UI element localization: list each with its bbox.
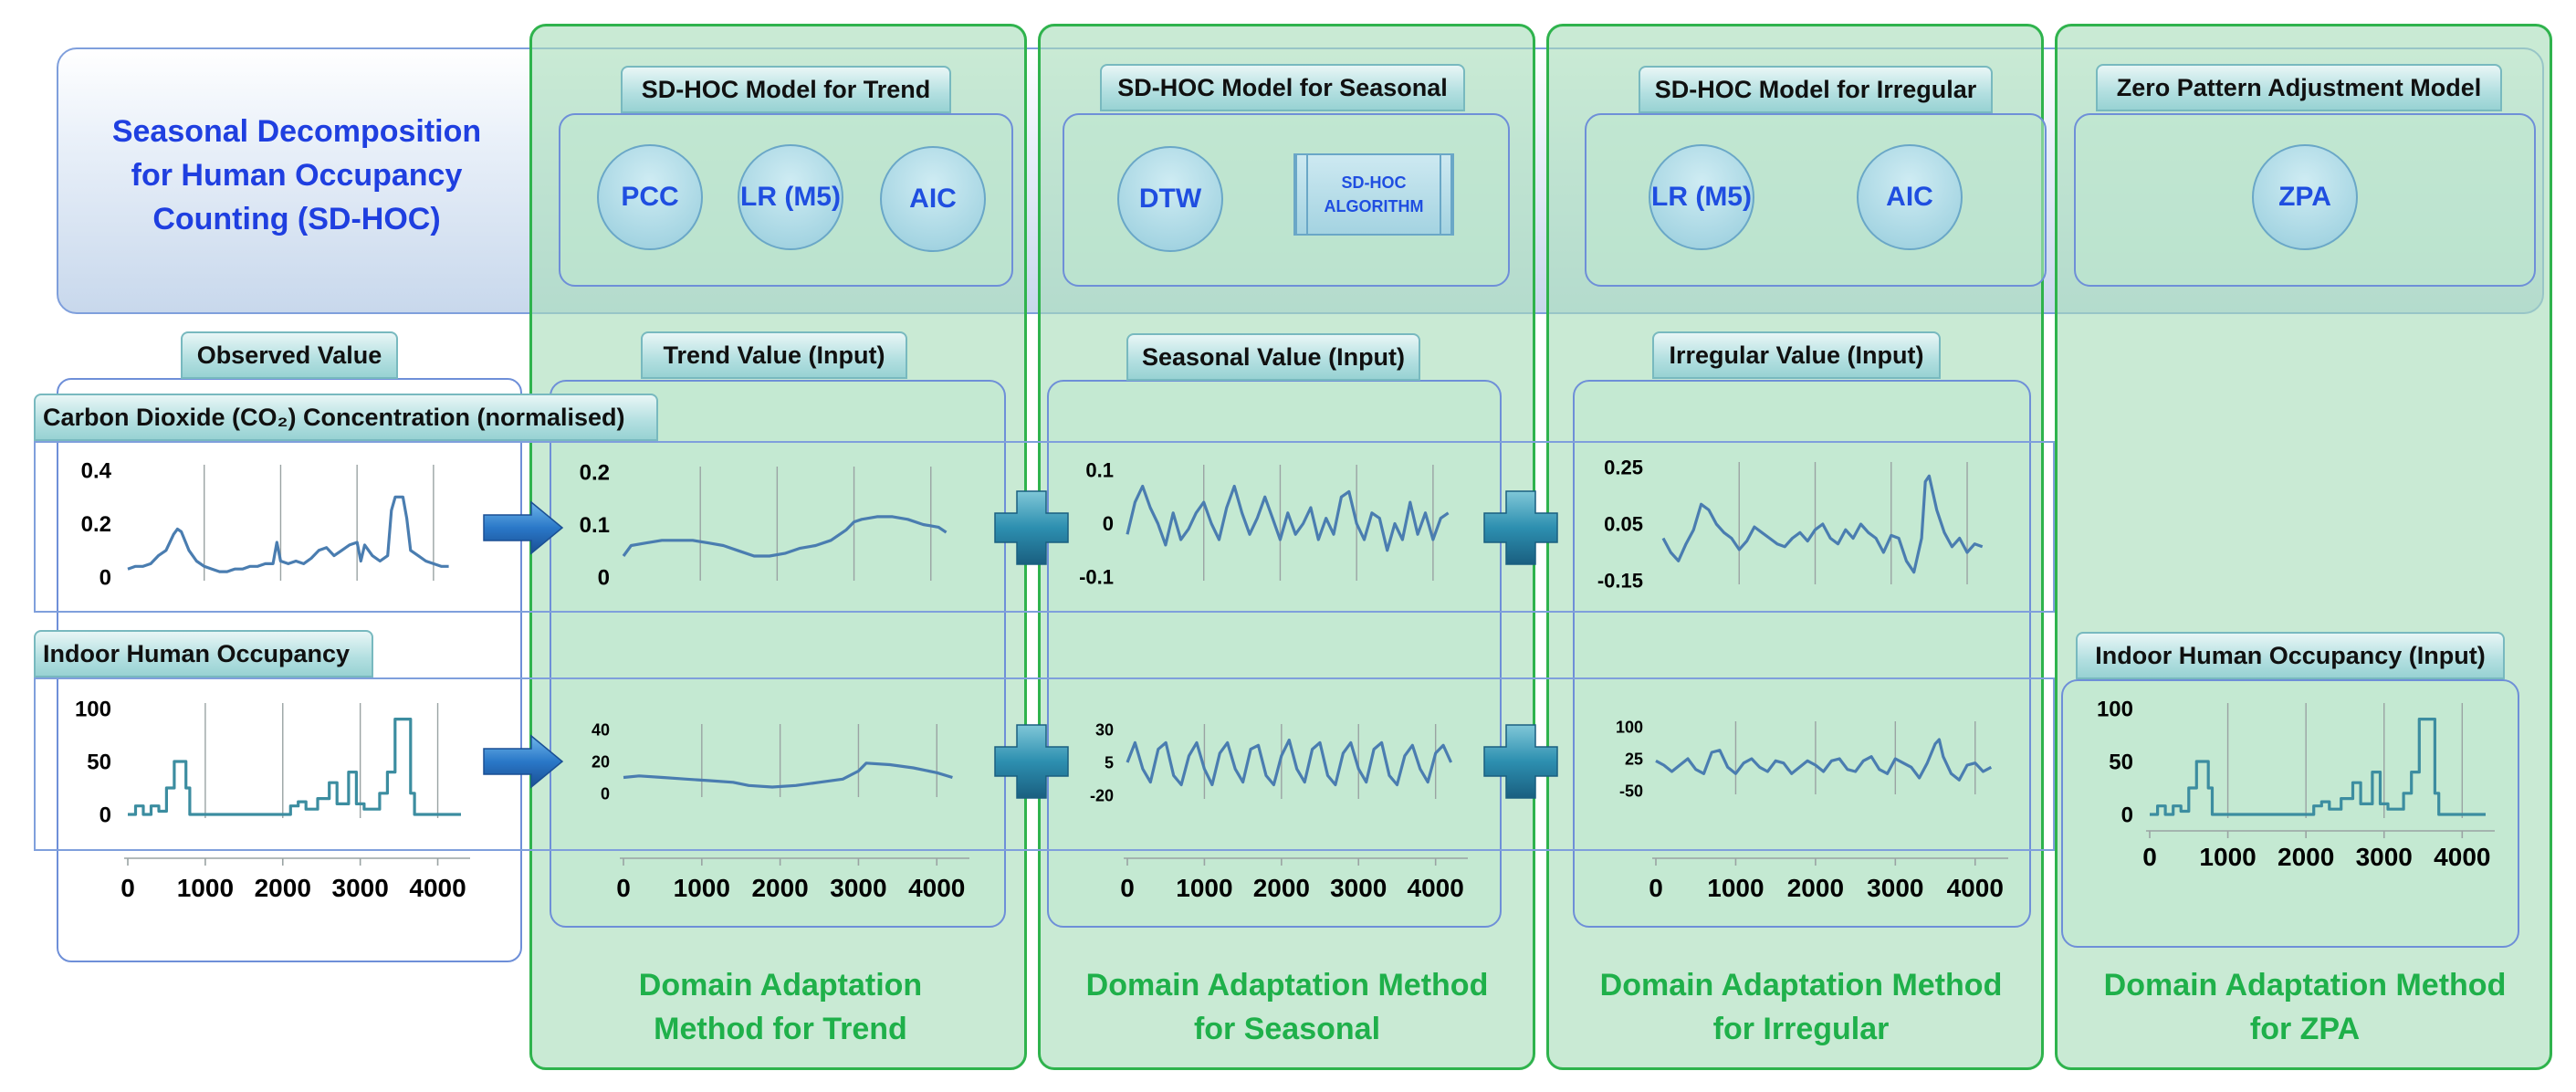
trend-occupancy-xtick-3: 3000 <box>830 874 886 902</box>
zpa-occupancy-xtick-2: 2000 <box>2278 843 2334 871</box>
seasonal-chart-box <box>1047 380 1502 928</box>
irregular-occupancy-ytick-0: 100 <box>1616 718 1643 736</box>
aic-irregular-node: AIC <box>1857 144 1963 250</box>
trend-co2-ytick-1: 0.1 <box>580 513 610 538</box>
arrow-right-icon <box>483 500 564 555</box>
seasonal-occupancy-ytick-0: 30 <box>1095 720 1114 739</box>
sd-hoc-algorithm-node: SD-HOC ALGORITHM <box>1293 153 1454 236</box>
observed-value-label: Observed Value <box>181 331 398 379</box>
seasonal-co2-ytick-1: 0 <box>1103 512 1114 535</box>
zpa-occupancy-xtick-0: 0 <box>2142 843 2157 871</box>
observed-co2-ytick-2: 0 <box>99 565 111 590</box>
trend-occupancy-xtick-2: 2000 <box>751 874 808 902</box>
seasonal-co2-ytick-2: -0.1 <box>1079 566 1114 589</box>
seasonal-value-label: Seasonal Value (Input) <box>1126 333 1420 381</box>
observed-occupancy-ytick-1: 50 <box>87 750 111 774</box>
seasonal-occupancy-series-line <box>1126 738 1453 787</box>
trend-occupancy-ytick-2: 0 <box>601 784 610 803</box>
zpa-occupancy-series-line <box>2150 718 2486 816</box>
irregular-co2-ytick-1: 0.05 <box>1604 513 1643 536</box>
trend-occupancy-xtick-4: 4000 <box>908 874 965 902</box>
arrow-right-icon <box>483 734 564 789</box>
irregular-occupancy-xtick-0: 0 <box>1649 874 1663 902</box>
zpa-input-label: Indoor Human Occupancy (Input) <box>2076 632 2505 679</box>
seasonal-occupancy-ytick-1: 5 <box>1105 753 1114 772</box>
trend-co2-ytick-2: 0 <box>598 565 610 590</box>
plus-icon <box>994 724 1069 799</box>
seasonal-occupancy-xtick-4: 4000 <box>1408 874 1464 902</box>
observed-occupancy-ytick-0: 100 <box>75 697 111 721</box>
lr-m5-trend-node: LR (M5) <box>738 144 843 250</box>
trend-co2-ytick-0: 0.2 <box>580 460 610 485</box>
seasonal-occupancy-xtick-3: 3000 <box>1330 874 1387 902</box>
trend-occupancy-series-line <box>623 761 953 789</box>
zpa-occupancy-xtick-1: 1000 <box>2199 843 2256 871</box>
zpa-node: ZPA <box>2252 144 2358 250</box>
irregular-occupancy-xtick-1: 1000 <box>1707 874 1764 902</box>
irregular-chart-box <box>1573 380 2031 928</box>
co2-row-band <box>34 441 2055 613</box>
irregular-occupancy-xtick-2: 2000 <box>1787 874 1844 902</box>
zpa-occupancy-xtick-4: 4000 <box>2434 843 2490 871</box>
zpa-model-label: Zero Pattern Adjustment Model <box>2096 64 2502 111</box>
trend-occupancy-ytick-0: 40 <box>592 720 610 739</box>
zpa-occupancy-ytick-2: 0 <box>2121 803 2133 827</box>
seasonal-co2-series-line <box>1126 484 1450 552</box>
observed-co2-series-line <box>127 495 449 573</box>
irregular-footer: Domain Adaptation Method for Irregular <box>1599 968 2003 1046</box>
observed-co2-ytick-1: 0.2 <box>81 512 111 537</box>
pcc-node: PCC <box>597 144 703 250</box>
observed-occupancy-series-line <box>128 718 461 816</box>
plus-icon <box>1483 724 1558 799</box>
co2-row-label: Carbon Dioxide (CO₂) Concentration (norm… <box>34 394 658 441</box>
irregular-model-label: SD-HOC Model for Irregular <box>1639 66 1993 113</box>
trend-occupancy-xtick-0: 0 <box>616 874 631 902</box>
irregular-co2-ytick-0: 0.25 <box>1604 457 1643 479</box>
trend-occupancy-xtick-1: 1000 <box>674 874 730 902</box>
seasonal-occupancy-xtick-2: 2000 <box>1253 874 1310 902</box>
observed-occupancy-xtick-0: 0 <box>120 874 135 902</box>
zpa-occupancy-ytick-1: 50 <box>2109 750 2133 774</box>
zpa-occupancy-ytick-0: 100 <box>2097 697 2133 721</box>
seasonal-co2-ytick-0: 0.1 <box>1085 459 1114 482</box>
irregular-value-label: Irregular Value (Input) <box>1652 331 1941 379</box>
irregular-occupancy-xtick-3: 3000 <box>1867 874 1923 902</box>
trend-footer: Domain Adaptation Method for Trend <box>638 968 923 1046</box>
aic-trend-node: AIC <box>880 146 986 252</box>
observed-co2-ytick-0: 0.4 <box>81 458 112 483</box>
observed-occupancy-xtick-2: 2000 <box>255 874 311 902</box>
plus-icon <box>994 490 1069 565</box>
observed-occupancy-ytick-2: 0 <box>99 803 111 827</box>
seasonal-occupancy-xtick-1: 1000 <box>1176 874 1232 902</box>
occupancy-row-label: Indoor Human Occupancy <box>34 630 373 677</box>
dtw-node: DTW <box>1117 146 1223 252</box>
trend-value-label: Trend Value (Input) <box>641 331 907 379</box>
lr-m5-irregular-node: LR (M5) <box>1649 144 1754 250</box>
seasonal-occupancy-xtick-0: 0 <box>1120 874 1135 902</box>
observed-occupancy-xtick-4: 4000 <box>409 874 466 902</box>
irregular-occupancy-ytick-2: -50 <box>1619 782 1643 800</box>
zpa-occupancy-xtick-3: 3000 <box>2356 843 2413 871</box>
seasonal-model-label: SD-HOC Model for Seasonal <box>1100 64 1465 111</box>
trend-model-label: SD-HOC Model for Trend <box>621 66 951 113</box>
observed-occupancy-xtick-1: 1000 <box>177 874 234 902</box>
irregular-co2-series-line <box>1661 474 1984 574</box>
irregular-occupancy-series-line <box>1655 738 1993 782</box>
page-title: Seasonal Decomposition for Human Occupan… <box>111 114 482 236</box>
seasonal-occupancy-ytick-2: -20 <box>1090 786 1114 804</box>
plus-icon <box>1483 490 1558 565</box>
irregular-co2-ytick-2: -0.15 <box>1597 570 1643 593</box>
observed-occupancy-xtick-3: 3000 <box>332 874 389 902</box>
irregular-occupancy-ytick-1: 25 <box>1625 750 1643 768</box>
occupancy-row-band <box>34 677 2055 851</box>
irregular-occupancy-xtick-4: 4000 <box>1947 874 2004 902</box>
trend-co2-series-line <box>622 515 948 558</box>
zpa-footer: Domain Adaptation Method for ZPA <box>2103 968 2507 1046</box>
seasonal-footer: Domain Adaptation Method for Seasonal <box>1085 968 1489 1046</box>
trend-occupancy-ytick-1: 20 <box>592 752 610 771</box>
